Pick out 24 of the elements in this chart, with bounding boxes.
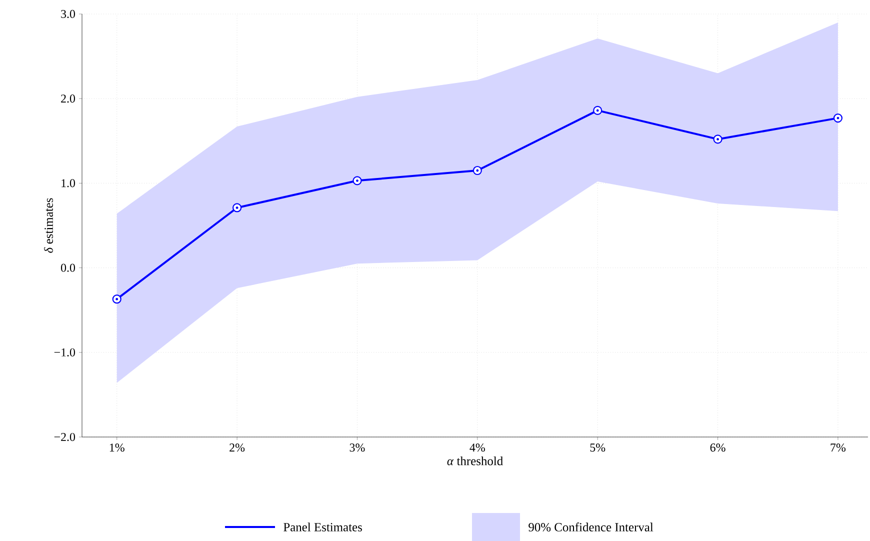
x-tick-label: 2% [230, 444, 245, 452]
x-tick-label: 1% [110, 444, 124, 452]
x-tick-label: 6% [710, 444, 726, 452]
x-axis-title: α threshold [447, 456, 503, 466]
point [232, 203, 242, 212]
y-tick-label: 0.0 [60, 264, 76, 272]
point [352, 176, 362, 186]
point [472, 166, 482, 176]
x-tick-label: 5% [590, 444, 606, 452]
y-tick-label: 3.0 [61, 10, 76, 18]
x-tick-label: 4% [470, 444, 485, 452]
y-tick-label: 2.0 [61, 94, 76, 103]
point [593, 106, 602, 115]
x-tick-label: 3% [350, 444, 365, 452]
legend-label: Panel Estimates [284, 522, 362, 532]
text: 90% Confidence Interval [528, 522, 654, 532]
y-tick-label: 1.0 [62, 179, 76, 188]
point [713, 134, 722, 144]
point [833, 114, 843, 123]
point [112, 294, 122, 304]
y-axis-title: δ estimates [44, 198, 53, 253]
y-tick-label: −1.0 [54, 348, 76, 356]
y-tick-label: −2.0 [54, 432, 76, 442]
x-tick-label: 7% [830, 444, 846, 452]
